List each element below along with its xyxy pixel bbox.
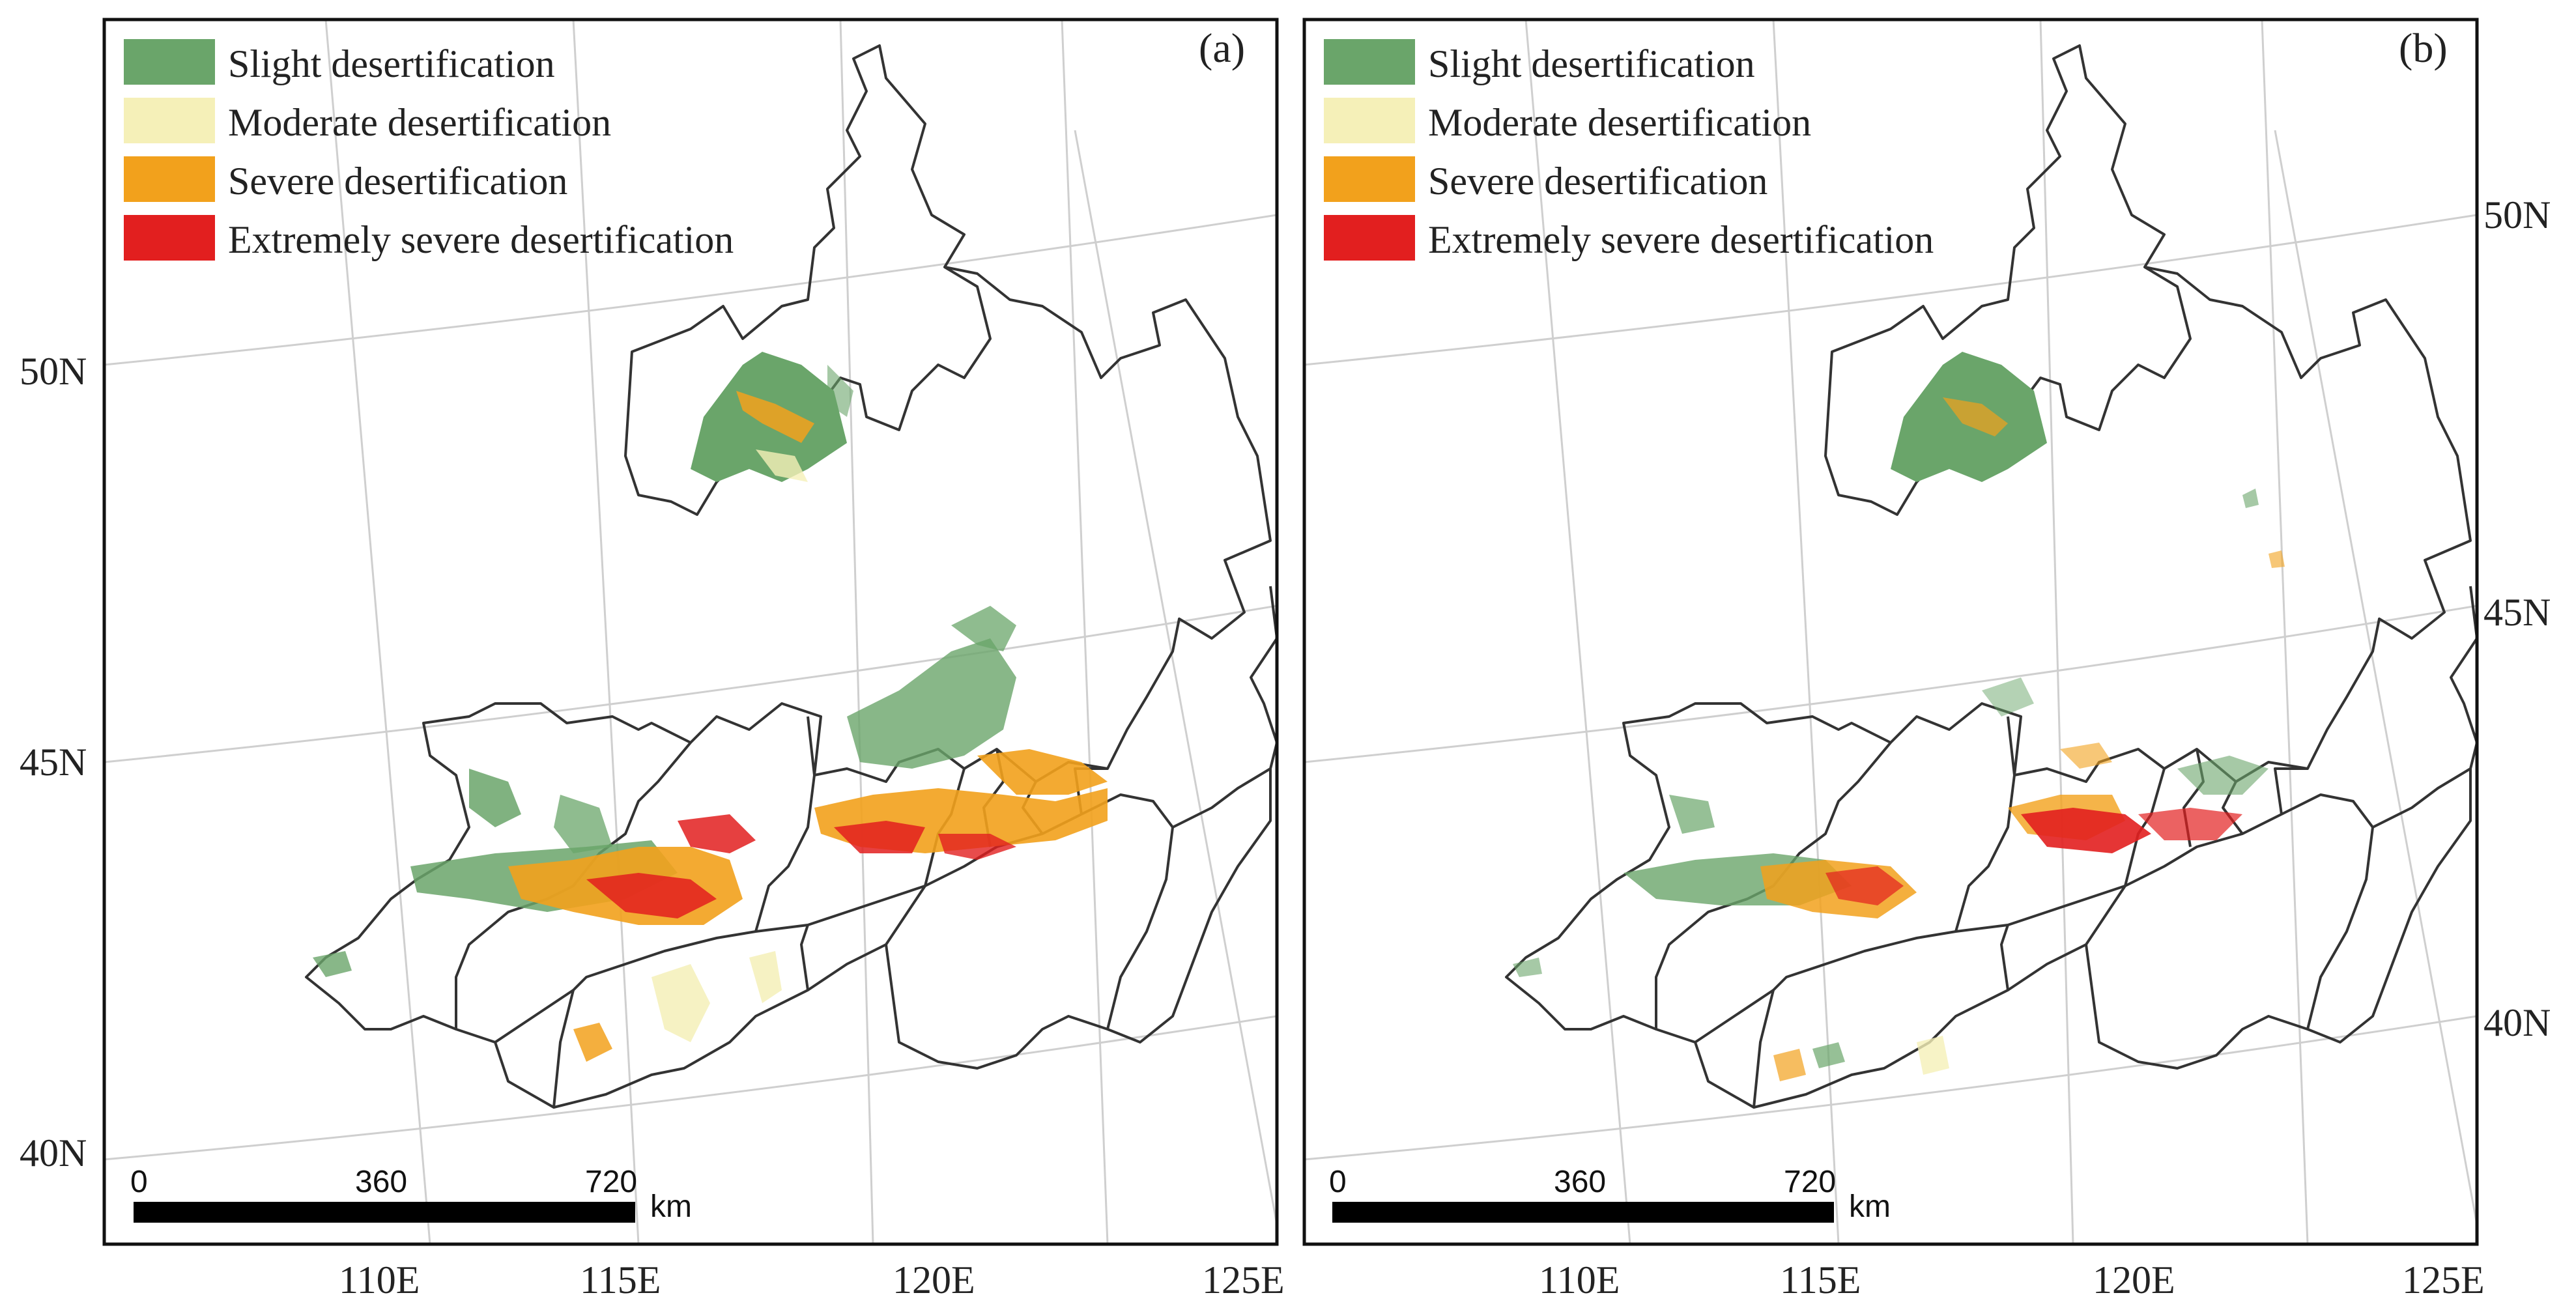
lat-label-40n-a: 40N	[20, 1131, 87, 1174]
lon-label-115e-a: 115E	[580, 1258, 661, 1301]
legend-a: Slight desertification Moderate desertif…	[124, 39, 734, 261]
legend-swatch-slight	[124, 39, 215, 85]
scalebar-tick-1-a: 360	[355, 1165, 407, 1199]
legend-label-slight-b: Slight desertification	[1428, 42, 1755, 85]
lon-label-120e-a: 120E	[893, 1258, 975, 1301]
panel-a: Slight desertification Moderate desertif…	[20, 18, 1285, 1301]
panel-b: Slight desertification Moderate desertif…	[1302, 18, 2551, 1301]
legend-label-severe-b: Severe desertification	[1428, 160, 1767, 203]
legend-label-moderate: Moderate desertification	[228, 101, 611, 144]
legend-swatch-extreme	[124, 215, 215, 261]
desertification-classes-a	[313, 352, 1108, 1062]
legend-b: Slight desertification Moderate desertif…	[1324, 39, 1934, 261]
lon-label-115e-b: 115E	[1780, 1258, 1861, 1301]
scalebar-b: 0 360 720 km	[1329, 1165, 1891, 1224]
legend-label-slight: Slight desertification	[228, 42, 555, 85]
legend-swatch-moderate	[124, 98, 215, 143]
scalebar-bar-b	[1332, 1202, 1834, 1223]
panel-tag-a: (a)	[1199, 25, 1245, 71]
scalebar-tick-2-a: 720	[585, 1165, 637, 1199]
scalebar-tick-0-a: 0	[130, 1165, 148, 1199]
lat-label-50n-b: 50N	[2483, 193, 2551, 236]
scalebar-unit-b: km	[1849, 1189, 1891, 1224]
legend-swatch-severe	[124, 156, 215, 202]
lat-label-45n-b: 45N	[2483, 591, 2551, 634]
scalebar-bar-a	[134, 1202, 635, 1223]
graticule-a	[104, 20, 1277, 1244]
legend-label-moderate-b: Moderate desertification	[1428, 101, 1811, 144]
map-frame-b	[1302, 18, 2479, 1246]
graticule-b	[1304, 20, 2477, 1244]
legend-swatch-moderate-b	[1324, 98, 1415, 143]
legend-swatch-severe-b	[1324, 156, 1415, 202]
legend-label-extreme-b: Extremely severe desertification	[1428, 218, 1934, 261]
legend-label-extreme: Extremely severe desertification	[228, 218, 734, 261]
scalebar-tick-1-b: 360	[1554, 1165, 1606, 1199]
scalebar-tick-0-b: 0	[1329, 1165, 1347, 1199]
lon-label-125e-a: 125E	[1202, 1258, 1285, 1301]
panel-tag-b: (b)	[2399, 25, 2448, 71]
lat-label-45n-a: 45N	[20, 741, 87, 784]
scalebar-a: 0 360 720 km	[130, 1165, 692, 1224]
desertification-classes-b	[1513, 352, 2285, 1081]
lat-label-40n-b: 40N	[2483, 1001, 2551, 1044]
lon-label-120e-b: 120E	[2093, 1258, 2175, 1301]
map-frame-a	[102, 18, 1279, 1246]
scalebar-tick-2-b: 720	[1784, 1165, 1836, 1199]
legend-swatch-extreme-b	[1324, 215, 1415, 261]
legend-swatch-slight-b	[1324, 39, 1415, 85]
lon-label-110e-b: 110E	[1539, 1258, 1620, 1301]
lon-label-125e-b: 125E	[2402, 1258, 2485, 1301]
scalebar-unit-a: km	[650, 1189, 692, 1224]
lon-label-110e-a: 110E	[339, 1258, 420, 1301]
lat-label-50n-a: 50N	[20, 350, 87, 393]
legend-label-severe: Severe desertification	[228, 160, 567, 203]
